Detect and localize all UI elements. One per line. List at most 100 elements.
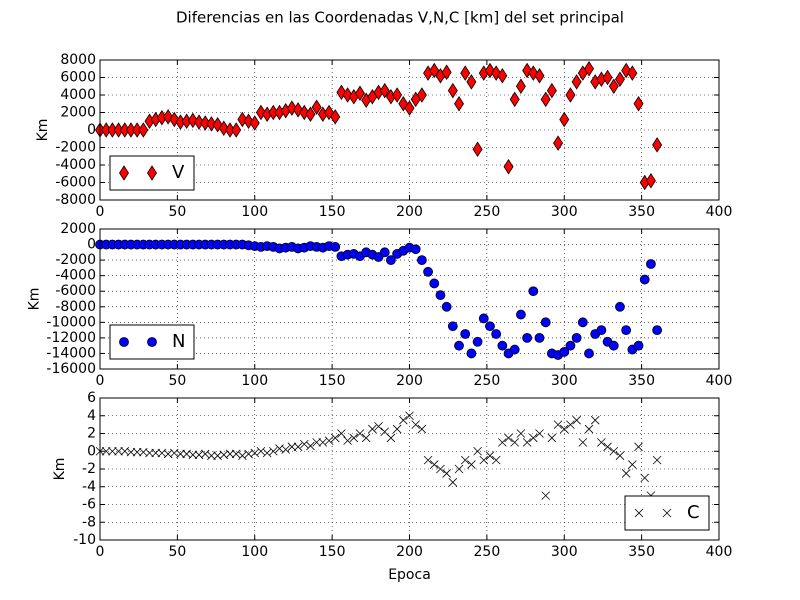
- diamond-marker: [546, 82, 557, 99]
- x-stroke: [399, 415, 408, 425]
- x-marker: [510, 438, 520, 447]
- diamond-marker: [454, 96, 464, 112]
- x-stroke: [597, 438, 606, 447]
- x-tick-label: 50: [168, 544, 186, 560]
- y-tick-label: -2000: [55, 140, 96, 156]
- diamond-marker: [614, 71, 625, 87]
- diamond-marker: [255, 104, 266, 121]
- x-stroke: [634, 508, 644, 518]
- diamond-marker: [497, 68, 508, 84]
- circle-marker: [119, 337, 129, 347]
- x-stroke: [504, 433, 513, 443]
- diamond-marker: [515, 78, 526, 94]
- x-marker: [355, 429, 365, 438]
- diamond-marker: [565, 87, 576, 103]
- diamond-marker: [404, 100, 415, 116]
- circle-marker: [379, 247, 390, 258]
- diamond-marker: [194, 114, 205, 130]
- y-tick-label: -12000: [46, 330, 96, 346]
- diamond-marker: [147, 165, 157, 181]
- diamond-marker: [472, 141, 483, 157]
- x-marker: [504, 433, 513, 443]
- x-stroke: [436, 464, 445, 474]
- y-tick-label: 6: [87, 390, 96, 406]
- x-stroke: [355, 429, 365, 438]
- circle-marker: [534, 332, 545, 343]
- x-marker: [324, 436, 334, 445]
- x-marker: [448, 478, 458, 487]
- x-stroke: [343, 436, 352, 445]
- x-marker: [101, 446, 111, 456]
- x-tick-label: 150: [319, 373, 346, 389]
- x-stroke: [225, 449, 235, 459]
- x-marker: [640, 473, 650, 483]
- diamond-marker: [429, 62, 440, 79]
- diamond-marker: [330, 109, 341, 125]
- x-stroke: [256, 446, 266, 456]
- x-marker: [151, 448, 160, 458]
- x-stroke: [473, 446, 482, 456]
- circle-marker: [386, 255, 396, 266]
- diamond-marker: [379, 82, 390, 99]
- x-marker: [662, 508, 672, 518]
- x-tick-label: 400: [706, 204, 733, 220]
- x-marker: [132, 447, 142, 457]
- x-marker: [126, 447, 136, 457]
- x-marker: [615, 451, 625, 460]
- circle-marker: [416, 255, 427, 266]
- y-tick-label: 0: [87, 122, 96, 138]
- x-marker: [392, 424, 402, 434]
- x-marker: [547, 433, 557, 443]
- circle-marker: [509, 344, 520, 355]
- x-marker: [553, 420, 563, 429]
- circle-marker: [410, 244, 421, 255]
- circle-marker: [454, 340, 464, 351]
- x-stroke: [337, 429, 346, 438]
- x-stroke: [584, 424, 594, 434]
- x-stroke: [176, 449, 185, 459]
- x-stroke: [318, 438, 328, 447]
- x-stroke: [590, 415, 600, 425]
- diamond-marker: [342, 87, 353, 103]
- circle-marker: [478, 313, 489, 324]
- y-tick-label: -14000: [46, 345, 96, 361]
- circle-marker: [633, 340, 644, 351]
- circle-marker: [423, 266, 433, 277]
- x-tick-label: 100: [241, 544, 268, 560]
- diamond-marker: [645, 173, 656, 189]
- diamond-marker: [466, 74, 477, 90]
- y-tick-label: 4000: [60, 87, 96, 103]
- x-marker: [485, 451, 495, 460]
- diamond-marker: [305, 106, 316, 122]
- diamond-marker: [509, 91, 520, 108]
- x-marker: [343, 436, 352, 445]
- y-tick-label: 0: [87, 237, 96, 253]
- x-tick-label: 50: [168, 373, 186, 389]
- circle-marker: [447, 321, 458, 332]
- x-stroke: [324, 436, 334, 445]
- x-stroke: [312, 438, 321, 447]
- circle-marker: [528, 286, 539, 297]
- x-tick-label: 250: [474, 204, 501, 220]
- x-marker: [176, 449, 185, 459]
- circle-marker: [491, 329, 502, 339]
- diamond-marker: [392, 87, 403, 103]
- x-marker: [584, 424, 594, 434]
- x-marker: [634, 442, 643, 452]
- x-stroke: [194, 450, 204, 460]
- x-marker: [318, 438, 328, 447]
- x-axis-label: Epoca: [388, 567, 431, 583]
- x-stroke: [213, 451, 222, 460]
- x-stroke: [108, 446, 117, 456]
- x-marker: [256, 446, 266, 456]
- x-stroke: [621, 469, 631, 478]
- x-marker: [405, 411, 414, 421]
- x-stroke: [498, 438, 507, 447]
- diamond-marker: [187, 112, 198, 129]
- circle-marker: [330, 241, 341, 252]
- y-tick-label: -8: [82, 514, 96, 530]
- x-stroke: [405, 411, 414, 421]
- x-tick-label: 250: [474, 544, 501, 560]
- y-tick-label: -6000: [55, 175, 96, 191]
- x-marker: [269, 446, 278, 456]
